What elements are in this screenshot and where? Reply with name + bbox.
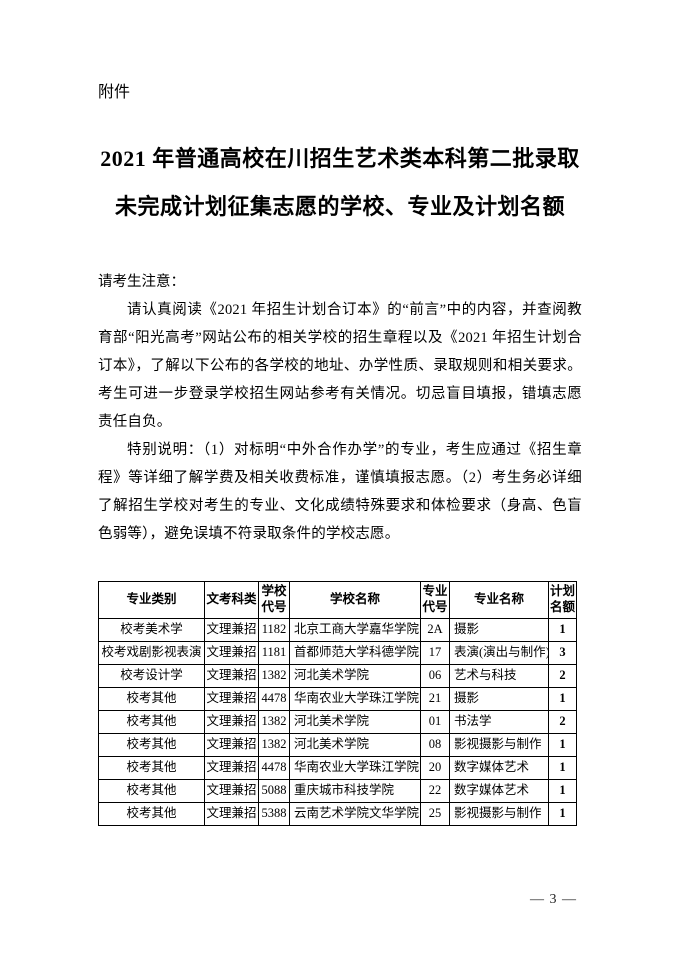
header-exam-subject-type: 文考科类 [204, 581, 259, 619]
cell-school-name: 云南艺术学院文华学院 [289, 802, 421, 826]
header-major-category: 专业类别 [98, 581, 205, 619]
cell-major-code: 21 [420, 687, 450, 711]
table-row: 校考其他 文理兼招 1382 河北美术学院 01 书法学 2 [98, 710, 577, 734]
document-title-line1: 2021 年普通高校在川招生艺术类本科第二批录取 [100, 146, 580, 171]
cell-exam-subject-type: 文理兼招 [204, 664, 259, 688]
notice-paragraph-2: 特别说明：（1）对标明“中外合作办学”的专业，考生应通过《招生章程》等详细了解学… [98, 442, 582, 542]
cell-exam-subject-type: 文理兼招 [204, 618, 259, 642]
page-number: — 3 — [530, 892, 577, 907]
cell-plan-quota: 2 [548, 710, 577, 734]
cell-school-name: 河北美术学院 [289, 664, 421, 688]
cell-plan-quota: 1 [548, 802, 577, 826]
cell-school-code: 5088 [258, 779, 290, 803]
cell-exam-subject-type: 文理兼招 [204, 710, 259, 734]
notice-paragraph-1: 请认真阅读《2021 年招生计划合订本》的“前言”中的内容，并查阅教育部“阳光高… [98, 302, 582, 430]
cell-major-code: 01 [420, 710, 450, 734]
cell-major-category: 校考其他 [98, 779, 205, 803]
cell-school-code: 1382 [258, 710, 290, 734]
table-row: 校考设计学 文理兼招 1382 河北美术学院 06 艺术与科技 2 [98, 664, 577, 688]
header-major-code: 专业代号 [420, 581, 450, 619]
cell-exam-subject-type: 文理兼招 [204, 687, 259, 711]
table-row: 校考戏剧影视表演 文理兼招 1181 首都师范大学科德学院 17 表演(演出与制作) 3 [98, 641, 577, 665]
cell-school-code: 1382 [258, 733, 290, 757]
cell-school-code: 4478 [258, 687, 290, 711]
table-row: 校考其他 文理兼招 1382 河北美术学院 08 影视摄影与制作 1 [98, 733, 577, 757]
cell-major-name: 书法学 [449, 710, 549, 734]
cell-school-name: 华南农业大学珠江学院 [289, 687, 421, 711]
cell-major-category: 校考其他 [98, 802, 205, 826]
cell-major-code: 17 [420, 641, 450, 665]
cell-school-code: 5388 [258, 802, 290, 826]
cell-school-code: 4478 [258, 756, 290, 780]
cell-major-category: 校考戏剧影视表演 [98, 641, 205, 665]
document-title-line2: 未完成计划征集志愿的学校、专业及计划名额 [114, 194, 565, 219]
cell-major-code: 22 [420, 779, 450, 803]
cell-major-category: 校考设计学 [98, 664, 205, 688]
cell-plan-quota: 1 [548, 618, 577, 642]
cell-exam-subject-type: 文理兼招 [204, 756, 259, 780]
attachment-label: 附件 [98, 84, 131, 101]
table-row: 校考美术学 文理兼招 1182 北京工商大学嘉华学院 2A 摄影 1 [98, 618, 577, 642]
document-title: 2021 年普通高校在川招生艺术类本科第二批录取 未完成计划征集志愿的学校、专业… [98, 135, 582, 231]
cell-school-name: 北京工商大学嘉华学院 [289, 618, 421, 642]
cell-exam-subject-type: 文理兼招 [204, 641, 259, 665]
cell-major-code: 06 [420, 664, 450, 688]
header-major-name: 专业名称 [449, 581, 549, 619]
cell-major-code: 2A [420, 618, 450, 642]
header-school-code: 学校代号 [258, 581, 290, 619]
cell-major-name: 艺术与科技 [449, 664, 549, 688]
table-row: 校考其他 文理兼招 5388 云南艺术学院文华学院 25 影视摄影与制作 1 [98, 802, 577, 826]
plan-table: 专业类别 文考科类 学校代号 学校名称 专业代号 专业名称 计划名额 校考美术学 文理兼招 11… [98, 581, 577, 826]
cell-plan-quota: 1 [548, 733, 577, 757]
cell-school-code: 1181 [258, 641, 290, 665]
cell-major-name: 影视摄影与制作 [449, 802, 549, 826]
cell-exam-subject-type: 文理兼招 [204, 779, 259, 803]
notice-heading: 请考生注意： [98, 274, 185, 290]
cell-school-code: 1382 [258, 664, 290, 688]
cell-exam-subject-type: 文理兼招 [204, 802, 259, 826]
cell-school-code: 1182 [258, 618, 290, 642]
cell-major-category: 校考美术学 [98, 618, 205, 642]
cell-plan-quota: 3 [548, 641, 577, 665]
cell-major-name: 数字媒体艺术 [449, 779, 549, 803]
cell-school-name: 重庆城市科技学院 [289, 779, 421, 803]
header-school-name: 学校名称 [289, 581, 421, 619]
cell-major-name: 摄影 [449, 618, 549, 642]
cell-school-name: 华南农业大学珠江学院 [289, 756, 421, 780]
cell-major-code: 20 [420, 756, 450, 780]
cell-major-name: 表演(演出与制作) [449, 641, 549, 665]
cell-major-name: 数字媒体艺术 [449, 756, 549, 780]
cell-major-category: 校考其他 [98, 710, 205, 734]
cell-plan-quota: 1 [548, 687, 577, 711]
cell-exam-subject-type: 文理兼招 [204, 733, 259, 757]
cell-plan-quota: 1 [548, 779, 577, 803]
cell-major-code: 25 [420, 802, 450, 826]
cell-school-name: 河北美术学院 [289, 710, 421, 734]
cell-major-name: 摄影 [449, 687, 549, 711]
cell-plan-quota: 2 [548, 664, 577, 688]
cell-school-name: 河北美术学院 [289, 733, 421, 757]
cell-major-code: 08 [420, 733, 450, 757]
cell-major-name: 影视摄影与制作 [449, 733, 549, 757]
cell-plan-quota: 1 [548, 756, 577, 780]
cell-major-category: 校考其他 [98, 756, 205, 780]
plan-table-head: 专业类别 文考科类 学校代号 学校名称 专业代号 专业名称 计划名额 [98, 581, 577, 619]
table-row: 校考其他 文理兼招 5088 重庆城市科技学院 22 数字媒体艺术 1 [98, 779, 577, 803]
table-row: 校考其他 文理兼招 4478 华南农业大学珠江学院 20 数字媒体艺术 1 [98, 756, 577, 780]
plan-table-header-row: 专业类别 文考科类 学校代号 学校名称 专业代号 专业名称 计划名额 [98, 581, 577, 619]
cell-major-category: 校考其他 [98, 687, 205, 711]
cell-major-category: 校考其他 [98, 733, 205, 757]
document-content: 附件 2021 年普通高校在川招生艺术类本科第二批录取 未完成计划征集志愿的学校… [98, 0, 582, 826]
plan-table-body: 校考美术学 文理兼招 1182 北京工商大学嘉华学院 2A 摄影 1 校考戏剧影视表演 文理兼招… [98, 618, 577, 826]
header-plan-quota: 计划名额 [548, 581, 577, 619]
cell-school-name: 首都师范大学科德学院 [289, 641, 421, 665]
table-row: 校考其他 文理兼招 4478 华南农业大学珠江学院 21 摄影 1 [98, 687, 577, 711]
